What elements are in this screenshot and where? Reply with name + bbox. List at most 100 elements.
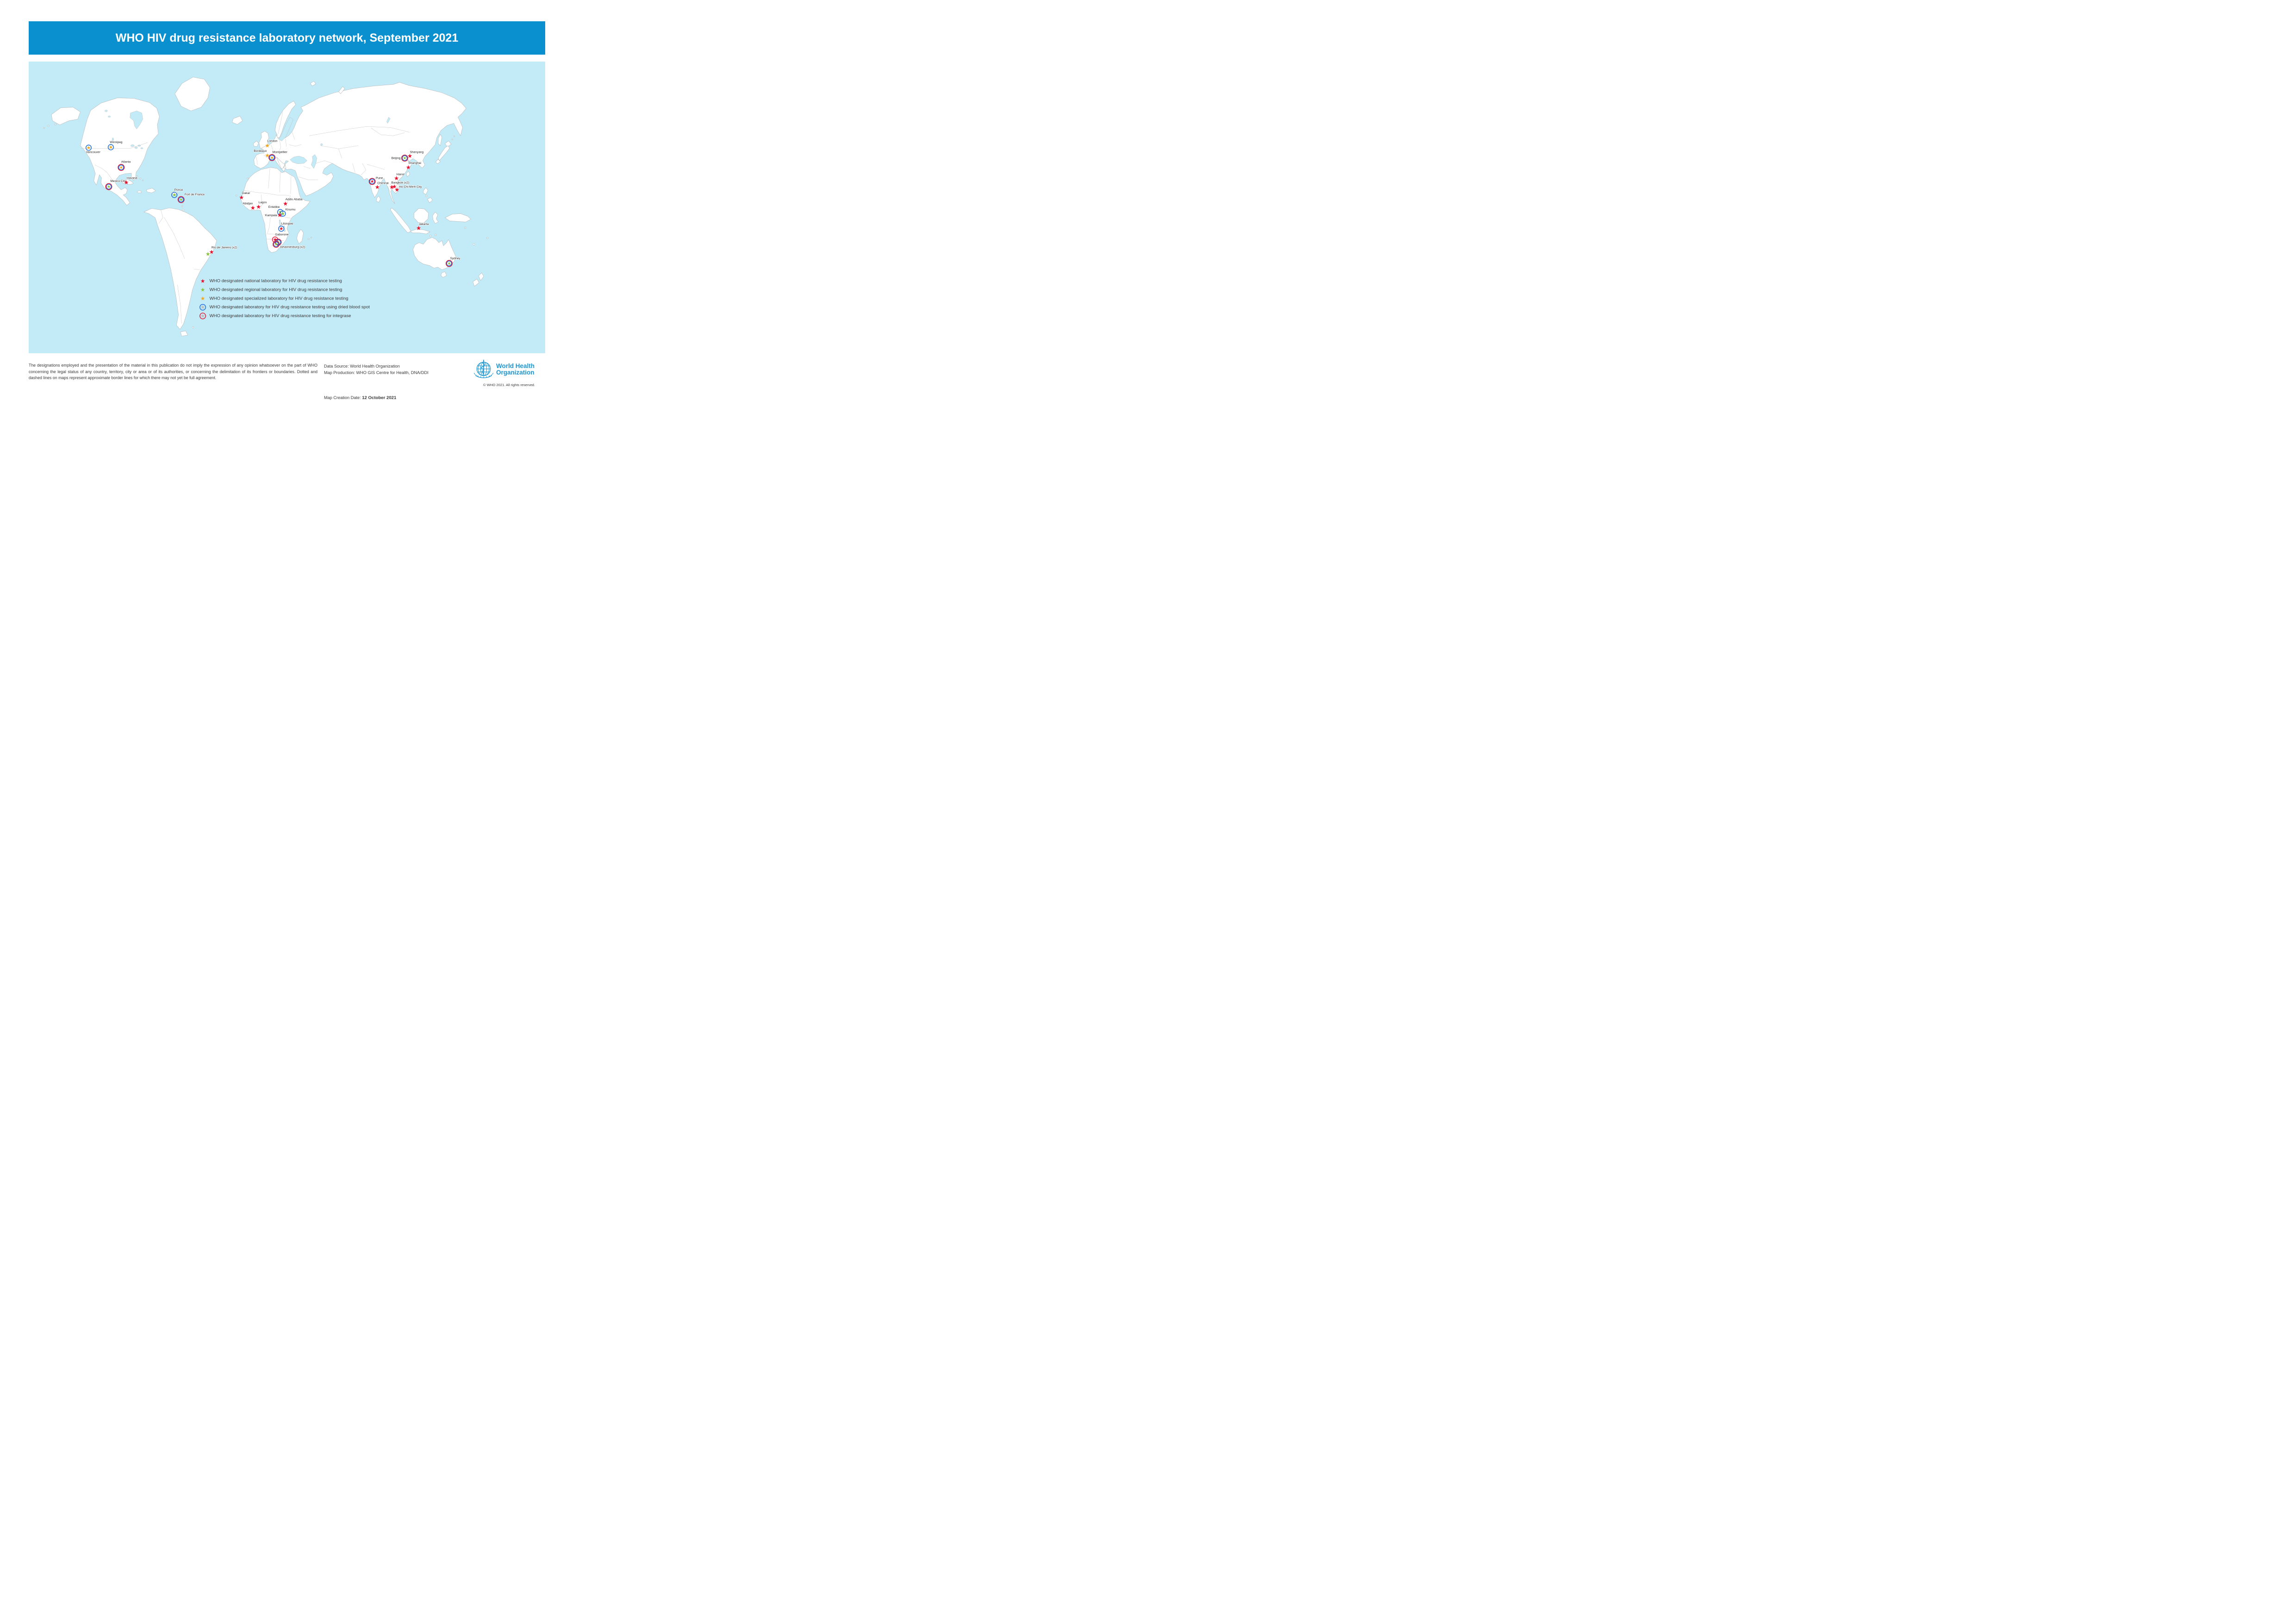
legend-orange-star-icon [200, 296, 205, 300]
island [308, 238, 310, 240]
city-label: Montpellier [273, 150, 288, 154]
city-label: Lilongwe [281, 222, 293, 225]
lake-hudson-bay [130, 111, 143, 130]
copyright-text: © WHO 2021. All rights reserved. [483, 383, 535, 387]
island [425, 195, 428, 197]
land-alaska [51, 107, 81, 125]
island-cape-verde [235, 194, 237, 196]
city-label: Shanghai [408, 162, 421, 165]
city-label: Ho Chi Minh City [399, 185, 422, 188]
map-production-line: Map Production: WHO GIS Centre for Healt… [324, 370, 429, 375]
who-logo-text: World Health Organization [496, 362, 535, 376]
city-markers-layer: Vancouver Winnipeg Atlanta Mexico CityHavan… [85, 139, 461, 267]
city-label: Winnipeg [110, 141, 123, 144]
island-bahamas [139, 177, 141, 179]
city-marker-bangkok-x2: Bangkok (x2) [389, 181, 410, 189]
city-label: Havana [127, 176, 137, 180]
city-marker-chennai: Chennai [375, 181, 389, 189]
city-marker-kisumu: Kisumu [280, 208, 296, 217]
legend-item: WHO designated national laboratory for H… [200, 279, 342, 284]
city-label: Entebbe [268, 206, 280, 209]
land-borneo [414, 208, 429, 223]
sea-baltic [278, 117, 293, 141]
world-map-container: Vancouver Winnipeg Atlanta Mexico City Havan… [29, 62, 545, 353]
land-sakhalin [438, 134, 442, 146]
city-label: Vancouver [86, 150, 101, 154]
map-creation-date: 12 October 2021 [362, 395, 397, 400]
city-marker [392, 184, 397, 189]
lake-winnipeg [112, 137, 114, 141]
land-mindanao [427, 197, 433, 203]
island [435, 234, 437, 236]
island-kurils [451, 138, 453, 140]
who-logo-block: World Health Organization © WHO 2021. Al… [473, 359, 535, 387]
legend-gray-star-icon [200, 313, 205, 318]
land-hispaniola [146, 188, 156, 193]
lake-superior [131, 144, 135, 147]
city-marker-pune: Pune [368, 176, 383, 185]
city-label: Hanoi [397, 173, 405, 176]
sea-aral [320, 143, 323, 146]
data-source-block: Data Source: World Health Organization M… [324, 363, 429, 401]
land-south-america [143, 207, 217, 330]
city-marker-mexico-city: Mexico City [105, 179, 127, 190]
city-label: Johannesburg (x2) [280, 245, 305, 249]
land-novaya-zemlya [338, 86, 345, 94]
city-marker-shenyang: Shenyang [407, 150, 424, 158]
landmasses [43, 77, 488, 337]
land-hokkaido [445, 141, 452, 148]
land-jamaica [137, 190, 142, 193]
land-greenland [174, 77, 211, 111]
land-kyushu [436, 159, 441, 164]
legend-label: WHO designated laboratory for HIV drug r… [210, 313, 351, 319]
city-label: Fort de France [185, 193, 205, 196]
island-bahamas [136, 175, 138, 177]
land-tasmania [441, 271, 447, 278]
city-marker-london: London [265, 139, 278, 148]
land-taiwan [406, 171, 410, 177]
land-madagascar [296, 229, 304, 244]
land-honshu [438, 145, 450, 161]
island-solomon [464, 226, 466, 229]
legend-item: WHO designated regional laboratory for H… [200, 287, 342, 293]
city-label: Gaborone [275, 233, 289, 237]
city-marker-havana: Havana [124, 176, 138, 185]
city-marker-montpellier: Montpellier [268, 150, 288, 161]
city-marker-vancouver: Vancouver [85, 144, 101, 154]
lake-great-bear [105, 110, 108, 112]
city-marker-hanoi: Hanoi [394, 173, 405, 181]
lake-baikal [386, 117, 391, 124]
legend-red-star-icon [200, 279, 205, 283]
city-label: Pune [376, 176, 383, 180]
world-map: Vancouver Winnipeg Atlanta Mexico CityHavan… [29, 62, 545, 353]
island [47, 125, 50, 127]
land-eurasia [254, 82, 467, 204]
sea-caspian [311, 154, 317, 169]
sea-black [290, 156, 307, 164]
city-marker-sydney: Sydney [446, 256, 461, 267]
legend-label: WHO designated regional laboratory for H… [210, 287, 342, 293]
city-marker-rio-de-janeiro-x2: Rio de Janeiro (x2) [209, 246, 237, 254]
land-africa [240, 167, 311, 253]
island-timor [429, 235, 432, 237]
city-label: Bordeaux [254, 150, 267, 153]
city-marker-addis-ababa: Addis Ababa [283, 198, 303, 206]
island [55, 123, 56, 125]
land-svalbard [310, 81, 316, 86]
lake-erie-ontario [140, 147, 143, 149]
island-falklands [192, 326, 194, 328]
legend-label: WHO designated laboratory for HIV drug r… [210, 305, 370, 310]
city-label: Mexico City [110, 180, 126, 183]
legend-label: WHO designated national laboratory for H… [210, 279, 342, 284]
land-nz-south [473, 279, 479, 287]
land-luzon [423, 187, 428, 195]
island-trinidad [182, 209, 184, 211]
legend-gray-star-icon [200, 305, 205, 309]
city-label: Rio de Janeiro (x2) [212, 246, 237, 250]
city-label: Shenyang [410, 150, 424, 154]
city-label: Kampala [265, 214, 277, 217]
land-sulawesi [432, 212, 439, 224]
map-legend: WHO designated national laboratory for H… [199, 279, 370, 319]
city-label: Atlanta [121, 161, 131, 164]
island [181, 206, 183, 207]
